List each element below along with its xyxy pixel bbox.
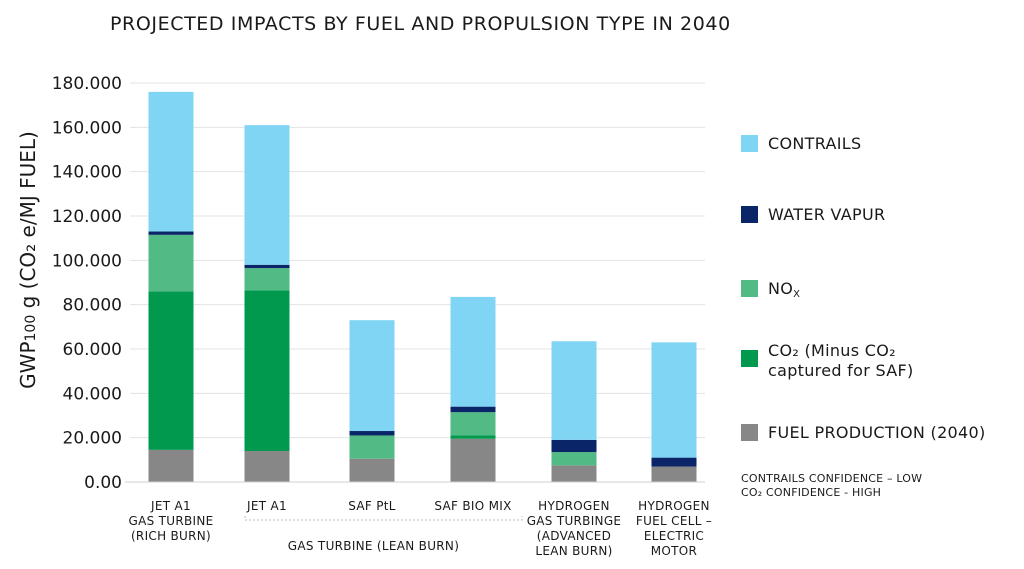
group-bracket: GAS TURBINE (LEAN BURN) [244, 516, 523, 553]
x-category-label: JET A1 [246, 499, 287, 513]
confidence-note: CONTRAILS CONFIDENCE – LOW [741, 472, 922, 485]
y-tick-label: 180.000 [52, 74, 122, 94]
bar-segment-co-minus-co-captured-for-saf [148, 291, 194, 450]
legend-label: NOX [768, 279, 800, 300]
y-tick-label: 20.000 [63, 429, 122, 449]
legend-label: CONTRAILS [768, 134, 861, 153]
x-category-label: GAS TURBINGE [527, 514, 622, 528]
confidence-note: CO₂ CONFIDENCE - HIGH [741, 486, 881, 499]
y-axis-label: GWP100 g (CO₂ e/MJ FUEL) [16, 131, 40, 389]
bar-segment-co-minus-co-captured-for-saf [450, 435, 496, 439]
legend-label: CO₂ (Minus CO₂ captured for SAF) [768, 341, 914, 380]
bar-segment-fuel-production-2040 [651, 466, 697, 482]
y-axis-label-sub: 100 [23, 315, 39, 342]
bar-segment-contrails [450, 296, 496, 407]
bar-segment-nox [244, 268, 290, 291]
bar-segment-nox [551, 452, 597, 466]
legend-swatch [741, 424, 758, 441]
bars [148, 91, 697, 482]
y-tick-label: 120.000 [52, 207, 122, 227]
bar-segment-nox [349, 435, 395, 459]
bar-segment-contrails [551, 341, 597, 440]
x-category-label: HYDROGEN [538, 499, 610, 513]
group-bracket-line [244, 516, 523, 521]
bar-segment-water-vapur [349, 431, 395, 436]
bar-segment-co-minus-co-captured-for-saf [244, 290, 290, 451]
gridlines [130, 82, 705, 439]
y-tick-label: 40.000 [63, 384, 122, 404]
x-category-label: ELECTRIC [644, 529, 704, 543]
x-category-label: JET A1 [150, 499, 191, 513]
bar-segment-nox [148, 234, 194, 292]
y-axis-label-main: GWP [16, 341, 40, 388]
y-axis-ticks: 0.00 20.000 40.000 60.000 80.000 100.000 120.0… [52, 74, 122, 493]
bar-segment-fuel-production-2040 [349, 458, 395, 482]
y-tick-label: 160.000 [52, 118, 122, 138]
bar-segment-water-vapur [450, 406, 496, 413]
legend-swatch [741, 280, 758, 297]
legend-label: WATER VAPUR [768, 205, 885, 224]
bar-segment-fuel-production-2040 [148, 449, 194, 482]
legend: CONTRAILS WATER VAPUR NOX CO₂ (Minus CO₂ cap… [741, 134, 986, 442]
bar-segment-contrails [148, 91, 194, 232]
y-tick-label: 0.00 [84, 473, 122, 493]
legend-swatch [741, 350, 758, 367]
bar-segment-water-vapur [148, 231, 194, 235]
bar-segment-water-vapur [244, 264, 290, 269]
legend-swatch [741, 206, 758, 223]
chart-title: PROJECTED IMPACTS BY FUEL AND PROPULSION… [110, 13, 731, 35]
y-tick-label: 140.000 [52, 163, 122, 183]
bar-segment-nox [450, 412, 496, 436]
bar-segment-fuel-production-2040 [450, 438, 496, 482]
x-category-label: GAS TURBINE [128, 514, 213, 528]
y-tick-label: 80.000 [63, 296, 122, 316]
x-category-label: (RICH BURN) [131, 529, 211, 543]
bar-segment-fuel-production-2040 [244, 450, 290, 482]
bar-segment-water-vapur [651, 457, 697, 467]
bar-segment-water-vapur [551, 439, 597, 453]
bar-segment-contrails [651, 342, 697, 458]
y-tick-label: 100.000 [52, 251, 122, 271]
bar-segment-contrails [349, 320, 395, 432]
y-axis-label-rest: g (CO₂ e/MJ FUEL) [16, 131, 40, 315]
legend-swatch [741, 135, 758, 152]
x-category-label: SAF PtL [348, 499, 396, 513]
group-label: GAS TURBINE (LEAN BURN) [288, 539, 459, 553]
x-category-label: (ADVANCED [537, 529, 611, 543]
y-tick-label: 60.000 [63, 340, 122, 360]
bar-segment-fuel-production-2040 [551, 465, 597, 482]
x-category-label: MOTOR [651, 544, 697, 558]
bar-segment-contrails [244, 125, 290, 265]
x-category-label: FUEL CELL – [636, 514, 712, 528]
legend-label: FUEL PRODUCTION (2040) [768, 423, 986, 442]
x-category-label: SAF BIO MIX [434, 499, 511, 513]
x-category-label: HYDROGEN [638, 499, 710, 513]
x-category-label: LEAN BURN) [535, 544, 612, 558]
